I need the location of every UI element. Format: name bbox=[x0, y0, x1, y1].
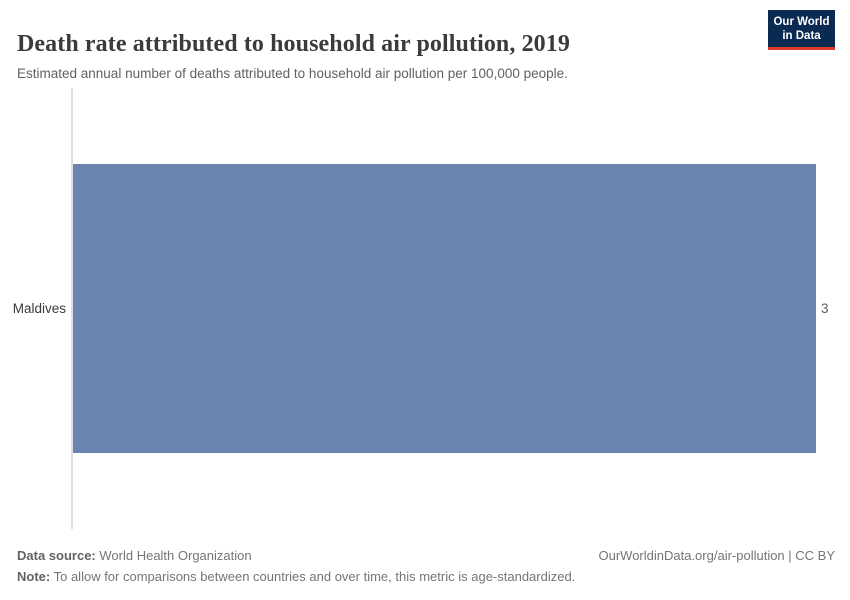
chart-subtitle: Estimated annual number of deaths attrib… bbox=[17, 65, 568, 81]
owid-logo-line1: Our World bbox=[773, 16, 830, 28]
bar-maldives[interactable] bbox=[73, 164, 816, 453]
owid-logo-line2: in Data bbox=[782, 30, 821, 42]
note-value: To allow for comparisons between countri… bbox=[53, 569, 576, 584]
y-axis-line bbox=[71, 88, 73, 529]
footer-note: Note: To allow for comparisons between c… bbox=[17, 569, 575, 584]
bar-value-label: 3 bbox=[821, 301, 829, 316]
page-title: Death rate attributed to household air p… bbox=[17, 31, 570, 58]
data-source-label: Data source: bbox=[17, 548, 96, 563]
footer-data-source: Data source: World Health Organization bbox=[17, 548, 252, 563]
note-label: Note: bbox=[17, 569, 51, 584]
entity-label-maldives: Maldives bbox=[12, 301, 66, 316]
data-source-value: World Health Organization bbox=[99, 548, 252, 563]
owid-logo[interactable]: Our World in Data bbox=[768, 10, 835, 50]
owid-license-link[interactable]: OurWorldinData.org/air-pollution | CC BY bbox=[598, 548, 835, 563]
